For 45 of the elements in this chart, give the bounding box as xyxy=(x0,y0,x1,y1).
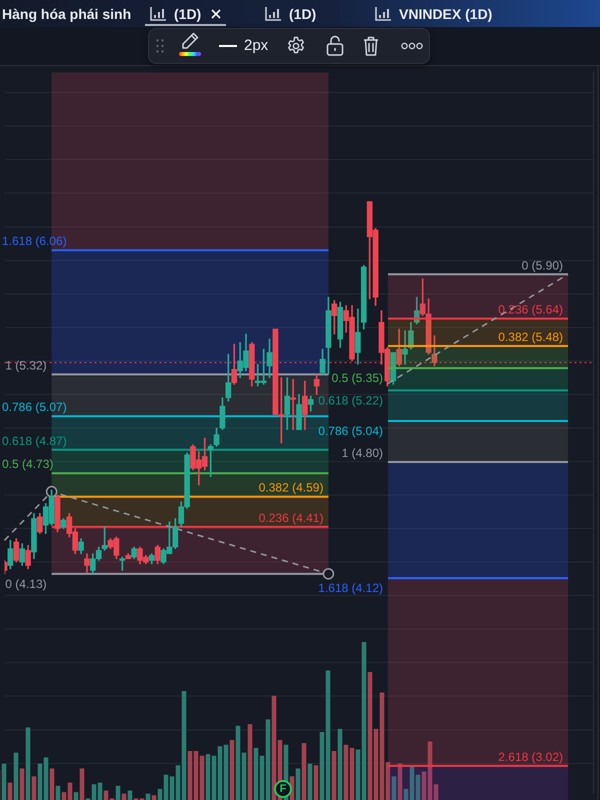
tab-bar: Hàng hóa phái sinh (1D) (1D) VNINDEX (1D) xyxy=(0,0,600,27)
ref-line-label: 0.618 (5.22) xyxy=(318,393,384,408)
ref-line-label: 0.5 (4.73) xyxy=(2,457,54,472)
ref-line-label: 0.618 (4.87) xyxy=(2,434,67,448)
bar xyxy=(398,764,402,800)
ref-line-label: 2.618 (3.02) xyxy=(498,750,564,764)
ref-line-label: 0.786 (5.04) xyxy=(318,424,384,438)
bar xyxy=(8,782,12,800)
bar xyxy=(74,792,78,800)
bar xyxy=(338,728,342,800)
ref-line-label: 0.236 (4.41) xyxy=(258,510,324,525)
bar xyxy=(230,740,234,800)
candlestick xyxy=(402,330,408,365)
bar xyxy=(146,794,150,800)
bar xyxy=(332,751,336,800)
bar xyxy=(308,764,312,800)
bar xyxy=(392,776,396,800)
bar xyxy=(122,794,126,800)
bar xyxy=(296,768,300,800)
ref-line-label: 1.618 (6.06) xyxy=(2,234,67,248)
bar xyxy=(116,786,120,800)
ref-line-label: 0.786 (5.07) xyxy=(2,400,67,414)
bar xyxy=(302,743,306,800)
ref-line-label: 1.618 (4.12) xyxy=(318,581,384,596)
bar xyxy=(56,786,60,800)
ref-line-label: 1 (4.80) xyxy=(342,446,384,460)
bar xyxy=(32,776,36,800)
bar xyxy=(248,724,252,800)
ref-line-label: 0.382 (5.48) xyxy=(498,330,564,344)
ref-line-label: 0.382 (4.59) xyxy=(258,480,324,495)
bar xyxy=(2,764,6,800)
ref-line-label: 0 (4.13) xyxy=(5,576,47,591)
bar xyxy=(20,768,24,800)
ref-line-label: 0 (5.90) xyxy=(522,258,564,272)
text: 2px xyxy=(244,37,268,55)
bar xyxy=(50,768,54,800)
bar xyxy=(152,795,156,800)
ref-line-label: 0.5 (5.35) xyxy=(332,371,384,386)
bar xyxy=(26,727,30,800)
ref-line-label: 0.236 (5.64) xyxy=(498,302,564,317)
ref-line-label: 1 (5.32) xyxy=(5,358,47,372)
bar xyxy=(80,768,84,800)
bar xyxy=(128,790,132,800)
bar xyxy=(314,765,318,800)
bar xyxy=(14,752,18,800)
